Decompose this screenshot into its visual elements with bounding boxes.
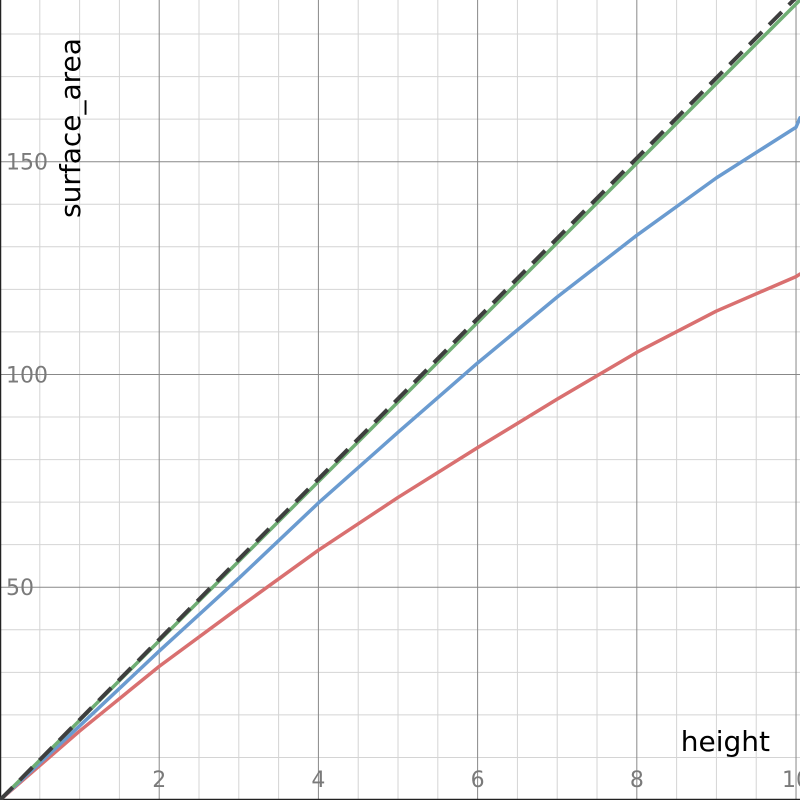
y-tick-label: 50 bbox=[6, 576, 34, 601]
x-tick-label: 8 bbox=[630, 768, 644, 793]
x-tick-label: 6 bbox=[471, 768, 485, 793]
y-axis-label: surface_area bbox=[54, 38, 87, 218]
series-line-2 bbox=[0, 116, 800, 800]
x-tick-label: 10 bbox=[782, 768, 800, 793]
series-line-1 bbox=[0, 272, 800, 800]
x-axis-label: height bbox=[681, 725, 770, 758]
x-tick-label: 2 bbox=[152, 768, 166, 793]
y-tick-label: 150 bbox=[6, 151, 48, 176]
x-tick-label: 4 bbox=[311, 768, 325, 793]
y-tick-label: 100 bbox=[6, 363, 48, 388]
tick-labels: 2 4 6 8 10 50 100 150 bbox=[6, 151, 800, 793]
